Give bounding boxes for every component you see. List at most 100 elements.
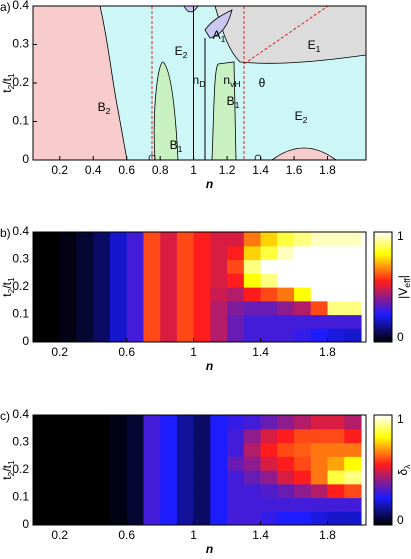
heatmap-cell [76, 497, 94, 512]
heatmap-cell [43, 456, 61, 471]
heatmap-cell [126, 232, 145, 247]
marker [148, 154, 156, 160]
heatmap-cell [109, 442, 128, 457]
heatmap-cell [243, 442, 262, 457]
heatmap-cell [193, 245, 211, 261]
y-tick-label: 0.2 [12, 75, 29, 89]
colorbar-label: δλ [396, 464, 411, 476]
heatmap-cell [210, 428, 228, 444]
heatmap-cell [76, 428, 94, 444]
heatmap-cell [176, 442, 195, 457]
heatmap-cell [109, 245, 128, 261]
y-tick-label: 0.1 [12, 307, 29, 321]
heatmap-cell [310, 415, 329, 430]
region-label: E1 [308, 38, 321, 54]
x-tick-label: 1.4 [252, 528, 269, 542]
heatmap-cell [176, 232, 195, 247]
heatmap-cell [76, 245, 94, 261]
heatmap-cell [260, 442, 278, 457]
heatmap-cell [277, 287, 295, 302]
heatmap-cell [310, 456, 329, 471]
heatmap-cell [344, 259, 362, 274]
y-axis-label-part: t [0, 89, 14, 93]
region-label-part: 1 [235, 100, 240, 110]
heatmap-cell [310, 300, 329, 316]
x-tick-label: 1.4 [252, 345, 269, 359]
heatmap-cell [59, 483, 78, 499]
heatmap-cell [193, 483, 211, 499]
heatmap-cell [33, 483, 44, 499]
heatmap-cell [210, 314, 228, 329]
region-label-part: 2 [303, 115, 308, 125]
y-tick-label: 0.3 [12, 252, 29, 266]
heatmap-cell [160, 470, 178, 485]
heatmap-cell [93, 232, 111, 247]
heatmap-cell [294, 328, 312, 342]
heatmap-cell [294, 428, 312, 444]
annotation: nvH [223, 73, 240, 89]
heatmap-cell [277, 511, 295, 525]
heatmap-cell [310, 497, 329, 512]
heatmap-cell [310, 273, 329, 288]
y-axis-label-part: 1 [6, 460, 16, 465]
heatmap-cell [160, 511, 178, 525]
heatmap-cell [277, 442, 295, 457]
region-label: A1 [213, 28, 226, 44]
heatmap-cell [210, 456, 228, 471]
heatmap-cell [109, 232, 128, 247]
colorbar-tick-label: 1 [397, 229, 404, 243]
heatmap-cell [227, 415, 245, 430]
region-label-part: B [98, 100, 106, 114]
heatmap-cell [76, 442, 94, 457]
heatmap-cell [109, 470, 128, 485]
panel-label: b) [0, 226, 11, 240]
heatmap-cell [243, 300, 262, 316]
heatmap-cell [327, 442, 345, 457]
y-tick-label: 0.1 [12, 490, 29, 504]
region-label: E2 [295, 109, 308, 125]
heatmap-cell [260, 314, 278, 329]
heatmap-cell [59, 287, 78, 302]
heatmap-cell [160, 415, 178, 430]
heatmap-cell [327, 470, 345, 485]
heatmap-cell [160, 300, 178, 316]
heatmap-cell [344, 511, 362, 525]
heatmap-cell [176, 470, 195, 485]
heatmap-cell [344, 287, 362, 302]
heatmap-cell [243, 232, 262, 247]
heatmap-cell [143, 497, 161, 512]
heatmap-cell [126, 497, 145, 512]
x-tick-label: 0.2 [51, 345, 68, 359]
heatmap-cell [277, 470, 295, 485]
heatmap-cell [310, 428, 329, 444]
heatmap-cell [33, 497, 44, 512]
heatmap-cell [327, 483, 345, 499]
heatmap-cell [294, 273, 312, 288]
heatmap-cell [143, 415, 161, 430]
heatmap-cell [294, 232, 312, 247]
heatmap-cell [93, 511, 111, 525]
heatmap-cell [143, 456, 161, 471]
heatmap-cell [227, 259, 245, 274]
y-tick-label: 0.1 [12, 114, 29, 128]
y-tick-label: 0.3 [12, 435, 29, 449]
heatmap-cell [33, 245, 44, 261]
heatmap-cell [193, 497, 211, 512]
heatmap-cell [143, 287, 161, 302]
heatmap-cell [43, 415, 61, 430]
heatmap-cell [260, 456, 278, 471]
heatmap-cell [59, 456, 78, 471]
heatmap-cell [176, 328, 195, 342]
heatmap-cell [43, 273, 61, 288]
heatmap-cell [76, 470, 94, 485]
heatmap-cell [260, 300, 278, 316]
heatmap-cell [243, 314, 262, 329]
region-label-part: 2 [183, 50, 188, 60]
y-axis-label-part: 2 [6, 288, 16, 293]
heatmap-cell [310, 328, 329, 342]
heatmap-cell [33, 442, 44, 457]
x-tick-label: 0.2 [51, 528, 68, 542]
heatmap-cell [193, 232, 211, 247]
heatmap-cell [260, 273, 278, 288]
